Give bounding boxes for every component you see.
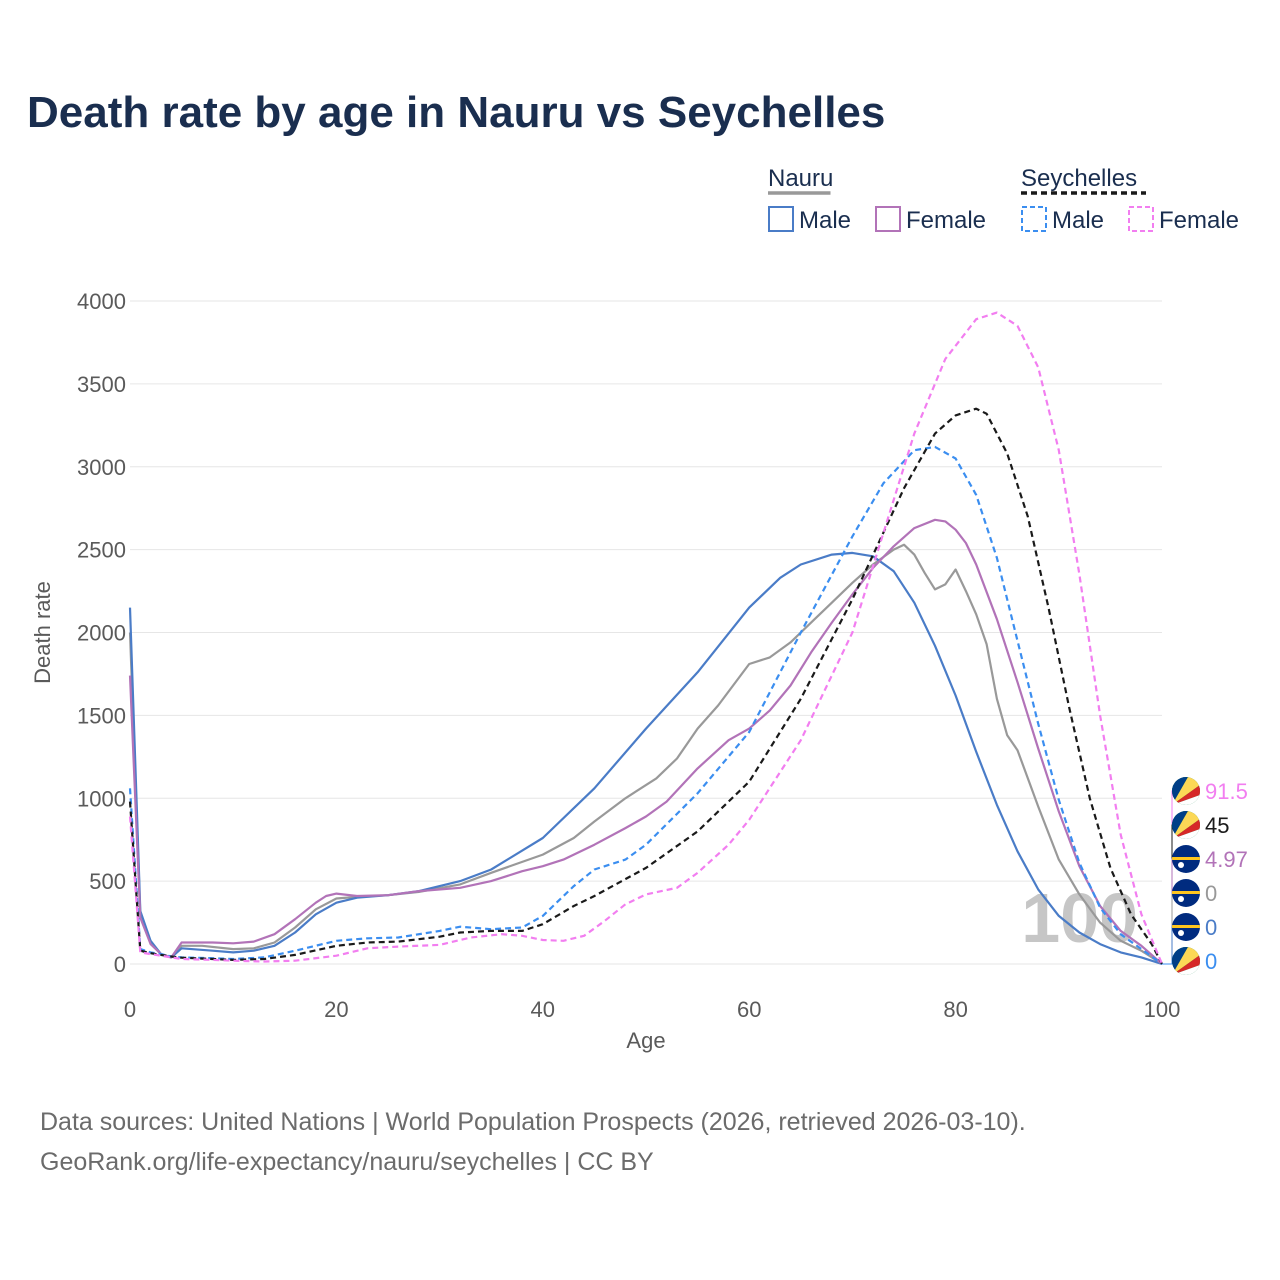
seychelles-flag-icon (1172, 811, 1200, 839)
nauru-flag-icon (1172, 913, 1200, 941)
end-value-label: 4.97 (1205, 847, 1248, 872)
series-line-nauru_male (128, 551, 1163, 966)
legend-swatch-male (1021, 206, 1047, 232)
y-tick-label: 2500 (77, 538, 126, 563)
end-label-connector (1162, 858, 1176, 965)
y-tick-label: 1000 (77, 786, 126, 811)
nauru-flag-icon (1172, 845, 1200, 873)
end-value-label: 0 (1205, 949, 1217, 974)
legend-item-label: Male (799, 207, 851, 234)
end-value-label: 91.5 (1205, 779, 1248, 804)
x-tick-label: 20 (324, 997, 348, 1022)
seychelles-flag-icon (1172, 777, 1200, 805)
y-tick-label: 500 (89, 869, 126, 894)
y-tick-label: 4000 (77, 289, 126, 314)
series-line-nauru_female (128, 518, 1163, 965)
x-tick-label: 40 (531, 997, 555, 1022)
legend-item-label: Female (906, 207, 986, 234)
x-tick-label: 100 (1144, 997, 1181, 1022)
series-line-sey_female (128, 311, 1164, 965)
source-url-line[interactable]: GeoRank.org/life-expectancy/nauru/seyche… (40, 1148, 654, 1176)
chart-title: Death rate by age in Nauru vs Seychelles (27, 88, 886, 137)
x-tick-label: 0 (124, 997, 136, 1022)
legend-group-title: Nauru (768, 165, 833, 192)
y-tick-label: 0 (114, 952, 126, 977)
nauru-flag-icon (1172, 879, 1200, 907)
y-tick-label: 3000 (77, 455, 126, 480)
end-value-label: 0 (1205, 881, 1217, 906)
series-line-nauru_total (128, 543, 1163, 965)
y-tick-label: 1500 (77, 703, 126, 728)
legend-group-title: Seychelles (1021, 165, 1137, 192)
legend-swatch-male (768, 206, 794, 232)
source-line: Data sources: United Nations | World Pop… (40, 1108, 1026, 1136)
legend-swatch-female (1128, 206, 1154, 232)
end-value-label: 0 (1205, 915, 1217, 940)
series-line-sey_male (128, 445, 1163, 965)
x-axis-label: Age (626, 1028, 665, 1053)
legend-swatch-female (875, 206, 901, 232)
end-label-connector (1162, 790, 1176, 965)
series-line-sey_total (128, 407, 1163, 965)
legend-item-label: Male (1052, 207, 1104, 234)
y-tick-label: 2000 (77, 621, 126, 646)
x-tick-label: 60 (737, 997, 761, 1022)
y-tick-label: 3500 (77, 372, 126, 397)
x-tick-label: 80 (943, 997, 967, 1022)
y-axis-label: Death rate (30, 581, 55, 684)
seychelles-flag-icon (1172, 947, 1200, 975)
legend-item-label: Female (1159, 207, 1239, 234)
end-value-label: 45 (1205, 813, 1229, 838)
